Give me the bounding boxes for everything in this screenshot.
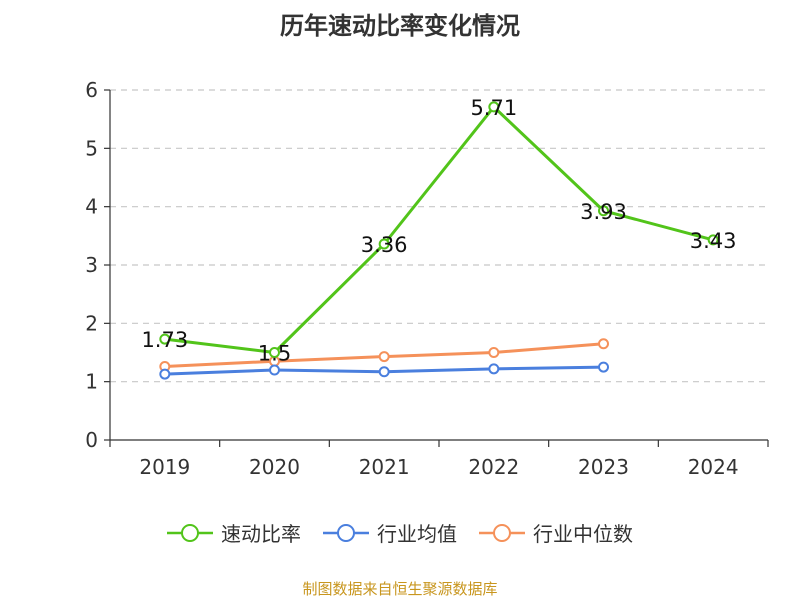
data-point — [488, 101, 500, 113]
y-tick-label: 6 — [85, 78, 98, 102]
data-label: 3.43 — [690, 229, 737, 253]
x-tick-label: 2020 — [249, 455, 300, 479]
data-point — [488, 347, 500, 358]
legend-marker-quick-ratio — [167, 523, 213, 542]
y-tick-label: 3 — [85, 253, 98, 277]
data-source-note: 制图数据来自恒生聚源数据库 — [302, 580, 498, 598]
y-tick-label: 5 — [85, 136, 98, 160]
data-point — [378, 351, 390, 363]
x-tick-label: 2021 — [359, 455, 410, 479]
x-tick-label: 2022 — [468, 455, 519, 479]
data-point — [598, 361, 609, 373]
data-label: 3.36 — [361, 233, 408, 257]
y-tick-label: 2 — [85, 311, 98, 335]
data-point — [488, 363, 500, 375]
data-label: 1.5 — [258, 342, 291, 366]
data-point — [378, 366, 390, 378]
data-point — [269, 364, 280, 376]
data-point — [159, 333, 171, 345]
y-tick-label: 0 — [85, 428, 98, 452]
series-line — [164, 105, 714, 354]
legend-label-quick-ratio: 速动比率 — [221, 522, 301, 546]
legend-label-industry-median: 行业中位数 — [533, 522, 633, 546]
legend-item-industry-median[interactable]: 行业中位数 — [479, 518, 633, 547]
data-label: 1.73 — [141, 328, 188, 352]
legend-item-quick-ratio[interactable]: 速动比率 — [167, 518, 301, 547]
legend-item-industry-mean[interactable]: 行业均值 — [323, 518, 457, 547]
data-point — [378, 238, 390, 250]
chart-legend: 速动比率 行业均值 行业中位数 — [0, 518, 800, 547]
chart-title: 历年速动比率变化情况 — [280, 12, 520, 40]
y-tick-label: 1 — [85, 370, 98, 394]
data-point — [159, 368, 171, 380]
x-tick-label: 2024 — [688, 455, 739, 479]
x-tick-label: 2019 — [139, 455, 190, 479]
x-tick-label: 2023 — [578, 455, 629, 479]
data-label: 5.71 — [470, 96, 517, 120]
legend-marker-industry-median — [479, 523, 525, 542]
data-point — [598, 338, 609, 350]
data-point — [707, 234, 719, 246]
legend-marker-industry-mean — [323, 523, 369, 542]
data-point — [269, 347, 280, 358]
y-tick-label: 4 — [85, 195, 98, 219]
data-point — [598, 205, 609, 217]
data-label: 3.93 — [580, 200, 627, 224]
legend-label-industry-mean: 行业均值 — [377, 522, 457, 546]
